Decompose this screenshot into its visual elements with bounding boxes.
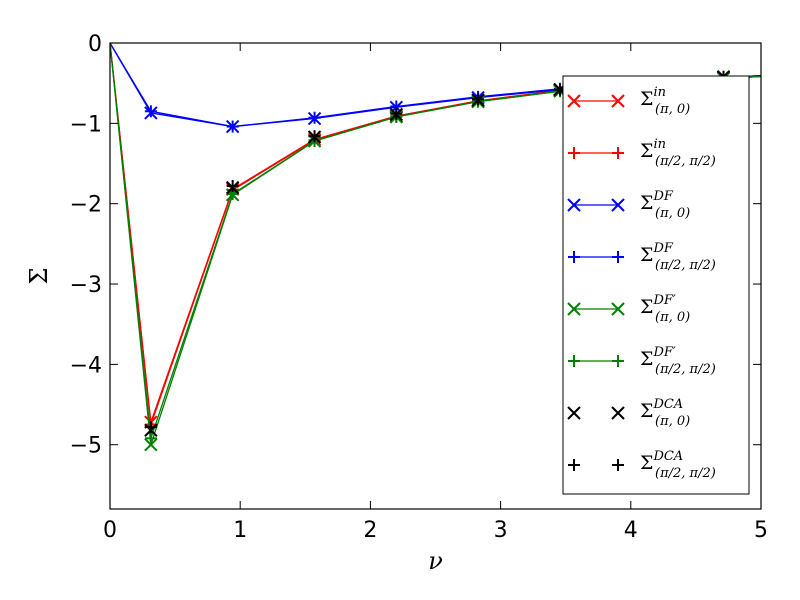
series-5-point-1 xyxy=(144,432,157,445)
series-3-point-1 xyxy=(144,105,157,118)
legend-label-7: ΣDCA (π/2, π/2) xyxy=(640,449,716,481)
legend-swatch-marker-a-0 xyxy=(567,94,581,108)
y-tick-label-1: −1 xyxy=(70,112,102,137)
x-tick-label-5: 5 xyxy=(754,518,768,543)
x-tick-label-4: 4 xyxy=(624,518,638,543)
legend-swatch-marker-a-3 xyxy=(568,251,580,263)
series-7-point-5 xyxy=(472,93,485,106)
series-3-point-3 xyxy=(308,111,321,124)
legend-label-3: ΣDF (π/2, π/2) xyxy=(640,241,716,273)
y-axis-label: Σ xyxy=(25,268,53,285)
legend-entry-6: ΣDCA (π, 0) xyxy=(567,397,690,429)
legend-label-6: ΣDCA (π, 0) xyxy=(640,397,690,429)
series-4-point-1 xyxy=(144,438,158,452)
plot-frame xyxy=(109,42,762,510)
legend-swatch-marker-a-4-stroke-b xyxy=(567,302,581,316)
legend-swatch-marker-b-6-stroke-b xyxy=(611,406,625,420)
ticks-layer: 0 1 2 3 4 5 0 −1 −2 −3 −4 −5 xyxy=(70,32,768,543)
y-tick-label-4: −4 xyxy=(70,353,102,378)
legend-label-1: Σin (π/2, π/2) xyxy=(640,137,716,169)
legend-entry-4: ΣDF′ (π, 0) xyxy=(567,293,690,325)
legend-swatch-marker-a-6-stroke-b xyxy=(567,406,581,420)
x-tick-label-0: 0 xyxy=(103,518,117,543)
legend-label-0: Σin (π, 0) xyxy=(640,85,690,117)
y-tick-label-5: −5 xyxy=(70,434,102,459)
legend-swatch-marker-b-6 xyxy=(611,406,625,420)
legend-swatch-marker-b-0-stroke-b xyxy=(611,94,625,108)
x-tick-label-3: 3 xyxy=(494,518,508,543)
legend-entry-7: ΣDCA (π/2, π/2) xyxy=(568,449,716,481)
series-7-point-1 xyxy=(144,421,157,434)
legend-swatch-marker-a-1 xyxy=(568,147,580,159)
series-7-point-2 xyxy=(226,180,239,193)
legend-swatch-marker-a-5 xyxy=(568,355,580,367)
legend-swatch-marker-b-0 xyxy=(611,94,625,108)
x-tick-label-1: 1 xyxy=(233,518,247,543)
legend-swatch-marker-a-7 xyxy=(568,459,580,471)
legend-swatch-marker-a-2 xyxy=(567,198,581,212)
x-axis-label: ν xyxy=(428,547,443,575)
x-tick-label-2: 2 xyxy=(363,518,377,543)
legend-swatch-marker-b-3 xyxy=(612,251,624,263)
legend-swatch-marker-a-0-stroke-b xyxy=(567,94,581,108)
y-tick-label-3: −3 xyxy=(70,273,102,298)
legend-swatch-marker-b-4 xyxy=(611,302,625,316)
legend-label-5: ΣDF′ (π/2, π/2) xyxy=(640,345,716,377)
legend-swatch-marker-b-1 xyxy=(612,147,624,159)
legend-swatch-marker-b-2-stroke-b xyxy=(611,198,625,212)
legend-entry-1: Σin (π/2, π/2) xyxy=(568,137,716,169)
legend: Σin (π, 0) Σin (π/2, π/2) ΣDF (π, 0) ΣDF (π/2, … xyxy=(562,75,750,495)
legend-swatch-marker-a-2-stroke-b xyxy=(567,198,581,212)
legend-label-2: ΣDF (π, 0) xyxy=(640,189,690,221)
y-tick-label-0: 0 xyxy=(88,32,102,57)
legend-swatch-marker-a-6 xyxy=(567,406,581,420)
y-tick-label-2: −2 xyxy=(70,193,102,218)
legend-swatch-marker-b-4-stroke-b xyxy=(611,302,625,316)
legend-entry-5: ΣDF′ (π/2, π/2) xyxy=(568,345,716,377)
series-7-point-3 xyxy=(308,130,321,143)
legend-entry-2: ΣDF (π, 0) xyxy=(567,189,690,221)
series-3-point-2 xyxy=(226,120,239,133)
legend-entry-3: ΣDF (π/2, π/2) xyxy=(568,241,716,273)
series-7-point-4 xyxy=(390,107,403,120)
series-4-point-1-stroke-b xyxy=(144,438,158,452)
legend-swatch-marker-b-2 xyxy=(611,198,625,212)
legend-swatch-marker-a-4 xyxy=(567,302,581,316)
legend-swatch-marker-b-5 xyxy=(612,355,624,367)
legend-box xyxy=(562,75,750,495)
legend-entry-0: Σin (π, 0) xyxy=(567,85,690,117)
legend-label-4: ΣDF′ (π, 0) xyxy=(640,293,690,325)
legend-swatch-marker-b-7 xyxy=(612,459,624,471)
